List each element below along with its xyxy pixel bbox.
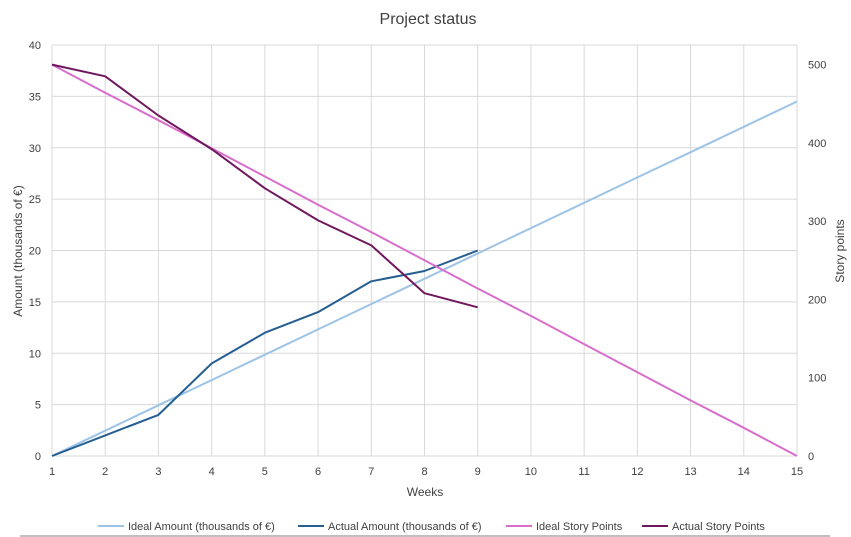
series-line-4 [51,63,478,309]
x-tick-label: 9 [475,466,481,478]
x-tick-label: 15 [791,466,803,478]
x-tick-label: 14 [738,466,750,478]
legend: Ideal Amount (thousands of €) Actual Amou… [98,521,765,533]
x-tick-label: 10 [525,466,537,478]
left-tick-label: 5 [35,400,41,412]
x-tick-label: 6 [315,466,321,478]
gridlines [51,44,798,457]
left-tick-label: 0 [35,451,41,463]
left-tick-label: 30 [29,143,41,155]
chart-title: Project status [380,11,477,28]
left-tick-label: 25 [29,194,41,206]
left-tick-label: 35 [29,91,41,103]
right-tick-label: 0 [808,451,814,463]
left-axis-ticks: 0 5 10 15 20 25 30 35 40 [29,40,41,463]
x-tick-label: 4 [209,466,215,478]
x-tick-label: 11 [578,466,589,478]
right-tick-label: 200 [808,294,826,306]
series-line-2 [51,249,479,457]
right-axis-title: Story points [833,219,847,282]
legend-label-2: Actual Amount (thousands of €) [328,521,481,533]
x-axis-ticks: 1 2 3 4 5 6 7 8 9 10 11 12 13 14 15 [49,466,803,478]
right-tick-label: 500 [808,60,826,72]
x-tick-label: 2 [102,466,108,478]
x-tick-label: 7 [368,466,374,478]
x-tick-label: 3 [155,466,161,478]
x-tick-label: 8 [421,466,427,478]
x-tick-label: 12 [631,466,643,478]
x-tick-label: 1 [49,466,55,478]
x-tick-label: 13 [684,466,696,478]
right-tick-label: 400 [808,138,826,150]
x-axis-title: Weeks [407,485,443,499]
series-line-3 [51,63,798,457]
left-tick-label: 15 [29,297,41,309]
right-tick-label: 100 [808,373,826,385]
left-axis-title: Amount (thousands of €) [11,185,25,316]
legend-label-3: Ideal Story Points [536,521,623,533]
legend-label-1: Ideal Amount (thousands of €) [128,521,275,533]
left-tick-label: 10 [29,348,41,360]
right-axis-ticks: 0 100 200 300 400 500 [808,60,826,463]
left-tick-label: 20 [29,246,41,258]
right-tick-label: 300 [808,216,826,228]
series-lines [51,63,798,457]
legend-label-4: Actual Story Points [672,521,765,533]
left-tick-label: 40 [29,40,41,52]
x-tick-label: 5 [262,466,268,478]
